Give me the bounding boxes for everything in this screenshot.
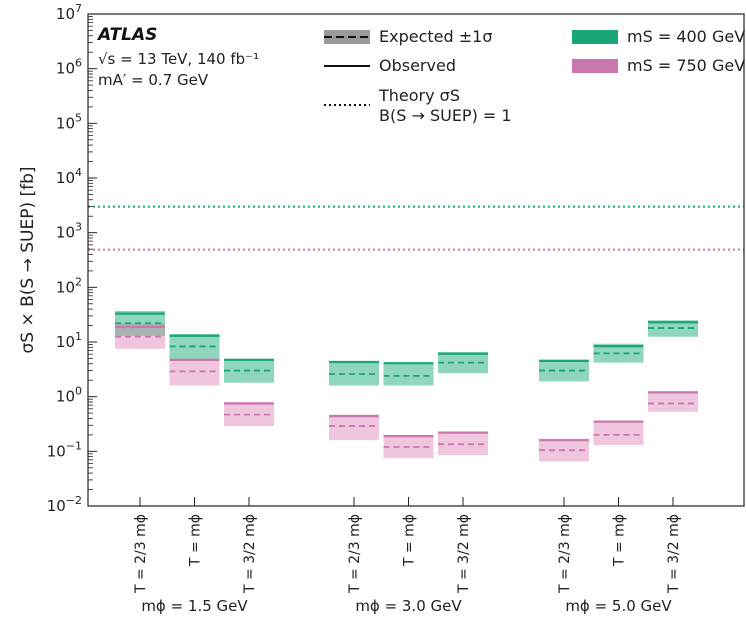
category-label: T = 3/2 mϕ: [456, 514, 472, 594]
y-axis-label: σS × B(S → SUEP) [fb]: [18, 166, 38, 353]
legend-observed-label: Observed: [379, 56, 456, 75]
legend-ms400-label: mS = 400 GeV: [627, 27, 745, 46]
legend-expected-swatch: [324, 30, 370, 44]
y-tick-label: 100: [56, 385, 82, 406]
group-label: mϕ = 1.5 GeV: [141, 597, 248, 615]
legend-ms750-label: mS = 750 GeV: [627, 56, 745, 75]
sigma-band: [383, 362, 434, 386]
legend-theory-label-2: B(S → SUEP) = 1: [379, 106, 512, 125]
y-tick-label: 10−1: [47, 439, 82, 460]
y-tick-label: 103: [56, 221, 82, 242]
category-label: T = 3/2 mϕ: [666, 514, 682, 594]
legend-expected-label: Expected ±1σ: [379, 27, 492, 46]
y-tick-label: 106: [56, 57, 82, 78]
group-label: mϕ = 5.0 GeV: [565, 597, 672, 615]
sigma-band: [329, 414, 379, 441]
y-tick-label: 104: [56, 166, 82, 187]
legend-theory-label: Theory σS: [378, 86, 460, 105]
sigma-band: [593, 420, 644, 446]
group-label: mϕ = 3.0 GeV: [355, 597, 462, 615]
category-label: T = mϕ: [188, 514, 204, 567]
plot-frame: [87, 13, 745, 507]
category-label: T = 2/3 mϕ: [133, 514, 149, 594]
y-tick-label: 105: [56, 111, 82, 132]
y-tick-label: 107: [56, 2, 82, 23]
y-tick-label: 101: [56, 330, 82, 351]
category-label: T = 3/2 mϕ: [242, 514, 258, 594]
legend-ms750-swatch: [572, 59, 618, 73]
overlap-band: [115, 323, 165, 336]
mass-label: mA′ = 0.7 GeV: [98, 71, 209, 89]
category-label: T = 2/3 mϕ: [347, 514, 363, 594]
category-label: T = mϕ: [612, 514, 628, 567]
category-label: T = mϕ: [402, 514, 418, 567]
y-tick-label: 102: [56, 275, 82, 296]
legend-ms400-swatch: [572, 30, 618, 44]
energy-label: √s = 13 TeV, 140 fb⁻¹: [98, 50, 259, 68]
atlas-label: ATLAS: [96, 25, 157, 45]
category-label: T = 2/3 mϕ: [557, 514, 573, 594]
sigma-band: [648, 391, 698, 412]
y-tick-label: 10−2: [47, 494, 82, 515]
